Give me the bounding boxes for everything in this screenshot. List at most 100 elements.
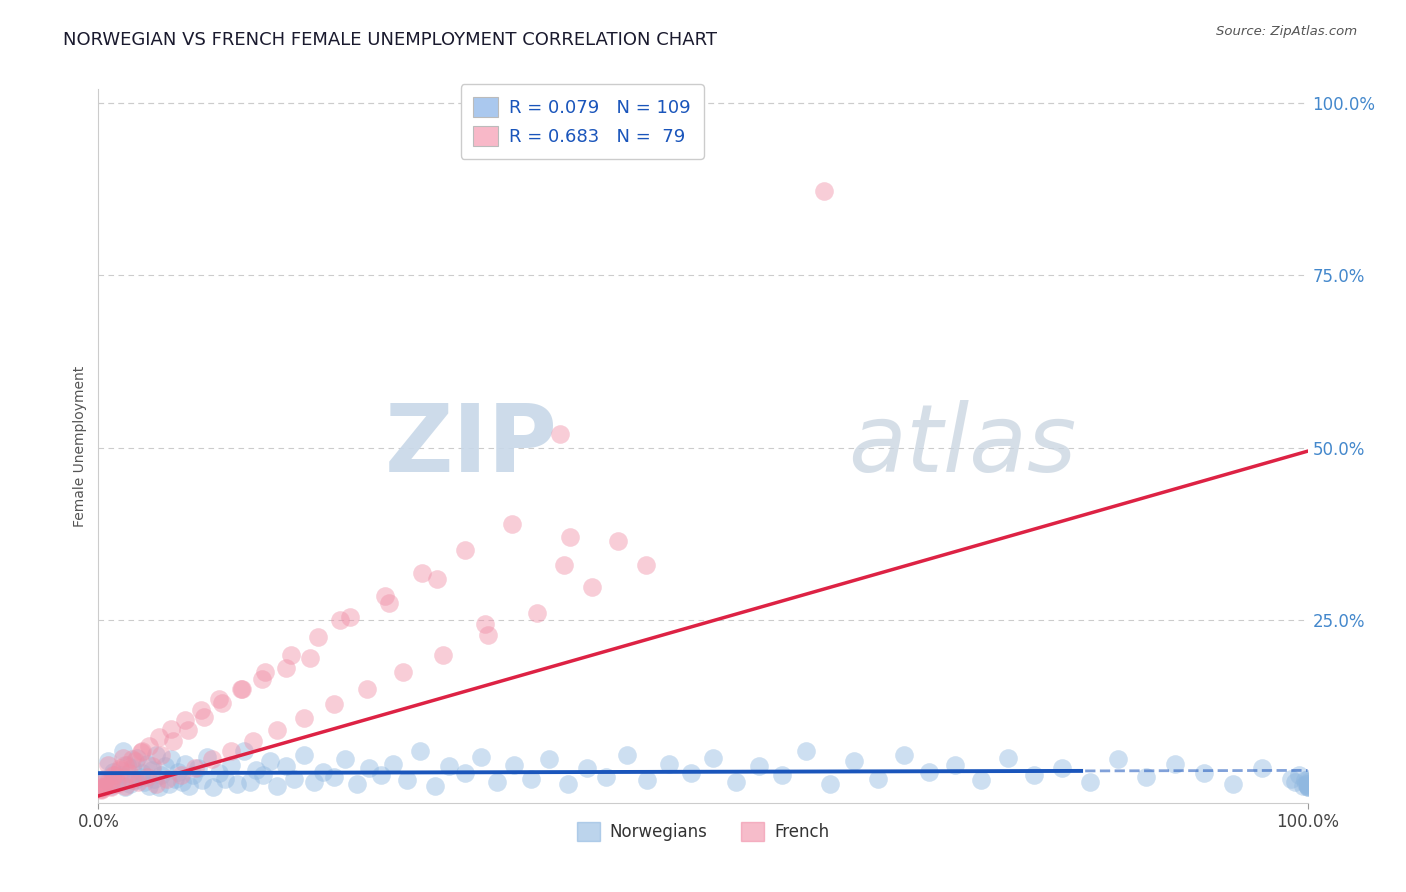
Point [104,767,127,781]
Point [100,772,122,786]
Point [138,779,160,793]
Point [813,184,835,198]
Point [299,651,322,665]
Point [211,696,233,710]
Point [167,764,190,779]
Point [868,772,890,786]
Point [658,756,681,771]
Point [195,749,218,764]
Point [124,755,146,769]
Point [94,779,117,793]
Text: Source: ZipAtlas.com: Source: ZipAtlas.com [1216,25,1357,38]
Point [893,747,915,762]
Point [145,747,167,762]
Point [274,661,297,675]
Point [392,665,415,679]
Point [426,572,449,586]
Point [117,757,139,772]
Point [90,783,112,797]
Point [280,648,302,662]
Point [101,764,124,779]
Point [93,772,115,786]
Point [292,711,315,725]
Point [105,777,128,791]
Y-axis label: Female Unemployment: Female Unemployment [73,366,87,526]
Point [97,775,120,789]
Point [174,713,197,727]
Point [454,766,477,780]
Point [1292,779,1315,793]
Point [1163,756,1185,771]
Point [108,768,131,782]
Point [474,616,496,631]
Point [1050,761,1073,775]
Text: ZIP: ZIP [385,400,558,492]
Point [108,763,131,777]
Point [477,628,499,642]
Point [226,777,249,791]
Point [254,665,277,679]
Point [221,744,243,758]
Point [346,777,368,791]
Point [190,703,212,717]
Point [231,681,253,696]
Point [997,751,1019,765]
Point [557,777,579,791]
Point [141,763,163,777]
Point [162,733,184,747]
Point [90,780,112,794]
Point [553,558,575,572]
Point [526,606,548,620]
Point [409,744,432,758]
Point [437,759,460,773]
Point [1284,775,1306,789]
Point [607,533,630,548]
Point [423,779,446,793]
Point [1296,780,1319,794]
Point [333,752,356,766]
Point [250,672,273,686]
Point [214,772,236,786]
Point [129,746,152,760]
Point [1024,768,1046,782]
Point [145,777,167,791]
Point [153,759,176,773]
Point [356,681,378,696]
Point [127,775,149,789]
Point [97,757,120,772]
Point [187,761,209,775]
Point [170,775,193,789]
Text: NORWEGIAN VS FRENCH FEMALE UNEMPLOYMENT CORRELATION CHART: NORWEGIAN VS FRENCH FEMALE UNEMPLOYMENT … [63,31,717,49]
Point [131,766,153,780]
Point [636,558,658,572]
Point [91,777,114,791]
Point [191,772,214,787]
Point [229,681,252,696]
Point [724,775,747,789]
Point [245,764,267,778]
Point [520,772,543,786]
Point [1107,752,1129,766]
Point [818,777,841,791]
Point [283,772,305,786]
Point [636,772,658,787]
Point [163,772,186,786]
Point [1296,779,1319,793]
Point [174,756,197,771]
Point [1296,780,1319,794]
Point [150,747,173,762]
Point [266,779,288,793]
Point [138,739,160,753]
Point [748,759,770,773]
Point [770,768,793,782]
Point [160,722,183,736]
Point [374,589,396,603]
Point [208,692,231,706]
Point [382,756,405,771]
Point [111,751,134,765]
Point [232,744,254,758]
Point [411,566,433,581]
Point [1288,768,1310,782]
Point [1192,766,1215,780]
Point [1295,777,1317,791]
